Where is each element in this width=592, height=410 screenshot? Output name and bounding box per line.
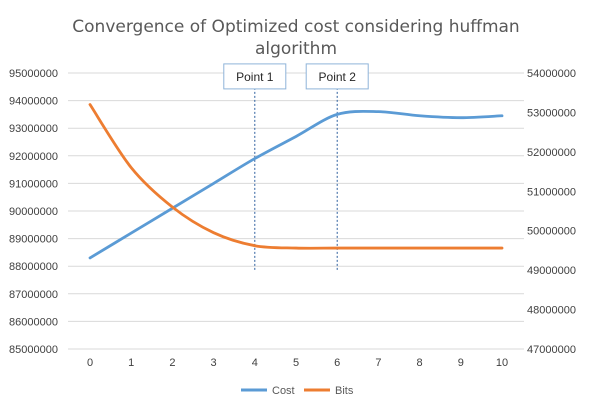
y-left-tick-label: 86000000: [9, 316, 58, 328]
x-tick-label: 9: [458, 357, 464, 369]
x-tick-label: 0: [87, 357, 93, 369]
axis-tick-labels: 95000000 94000000 93000000 92000000 91000000…: [9, 68, 576, 369]
y-left-tick-label: 88000000: [9, 261, 58, 273]
y-left-tick-label: 94000000: [9, 96, 58, 108]
annotation-box-1: [223, 63, 287, 90]
x-tick-label: 6: [334, 357, 340, 369]
y-left-tick-label: 90000000: [9, 206, 58, 218]
y-right-tick-label: 50000000: [527, 226, 576, 238]
y-left-tick-label: 87000000: [9, 289, 58, 301]
y-right-tick-label: 53000000: [527, 107, 576, 119]
y-right-tick-label: 47000000: [527, 344, 576, 356]
legend-label-cost: Cost: [272, 385, 295, 397]
annotations: Point 1 Point 2: [223, 63, 369, 272]
y-right-tick-label: 48000000: [527, 305, 576, 317]
series: [88, 103, 504, 260]
annotation-box-2: [305, 63, 369, 90]
y-left-tick-label: 95000000: [9, 68, 58, 80]
y-left-tick-label: 92000000: [9, 151, 58, 163]
y-right-tick-label: 52000000: [527, 147, 576, 159]
x-tick-label: 5: [293, 357, 299, 369]
y-right-tick-label: 51000000: [527, 186, 576, 198]
series-line-bits: [88, 103, 504, 250]
y-right-tick-label: 54000000: [527, 68, 576, 80]
chart-title-line-2: algorithm: [255, 39, 337, 59]
x-tick-label: 4: [252, 357, 258, 369]
annotation-label-2: Point 2: [319, 70, 357, 84]
x-tick-label: 7: [375, 357, 381, 369]
y-left-tick-label: 85000000: [9, 344, 58, 356]
y-left-tick-label: 89000000: [9, 234, 58, 246]
chart-title-line-1: Convergence of Optimized cost considerin…: [72, 17, 519, 37]
x-tick-label: 8: [417, 357, 423, 369]
x-tick-label: 1: [128, 357, 134, 369]
gridlines: [68, 72, 524, 350]
y-left-tick-label: 91000000: [9, 178, 58, 190]
legend-label-bits: Bits: [335, 385, 354, 397]
x-tick-label: 10: [496, 357, 508, 369]
y-left-tick-label: 93000000: [9, 123, 58, 135]
x-tick-label: 2: [169, 357, 175, 369]
legend: Cost Bits: [241, 385, 354, 397]
series-line-cost: [88, 109, 504, 260]
x-tick-label: 3: [211, 357, 217, 369]
annotation-label-1: Point 1: [236, 70, 274, 84]
y-right-tick-label: 49000000: [527, 265, 576, 277]
